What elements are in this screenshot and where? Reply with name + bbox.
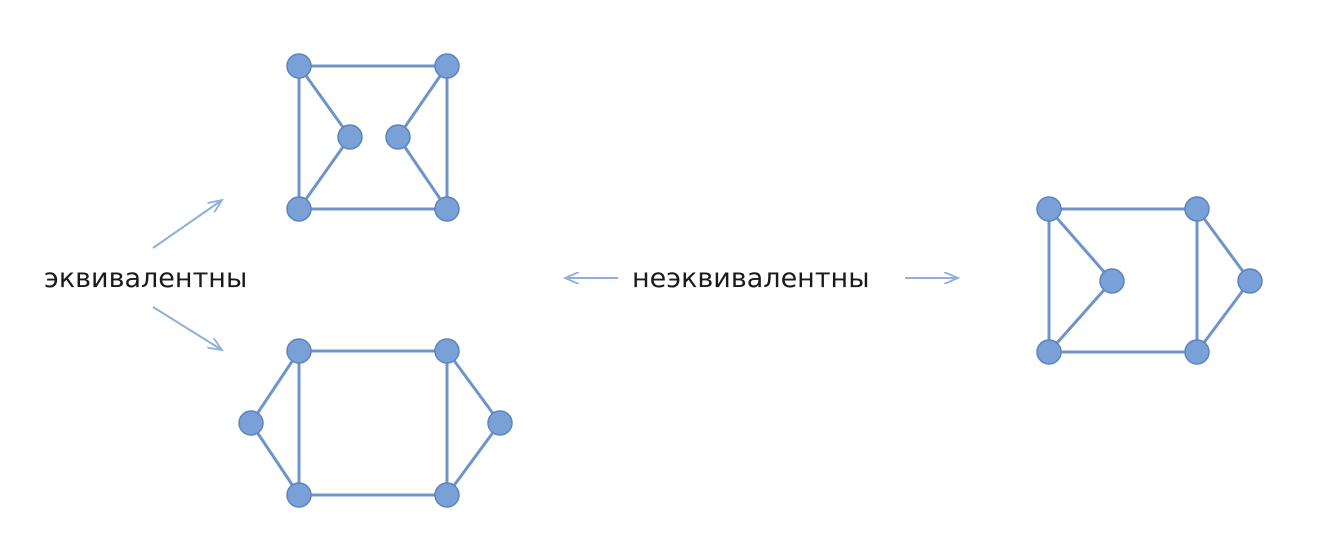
graph-bottom-edge-c-e bbox=[249, 422, 301, 496]
graph-bottom-edge-b-f bbox=[445, 350, 502, 424]
graph-bottom-node-e bbox=[238, 410, 264, 436]
graph-right-node-f bbox=[1237, 268, 1263, 294]
graph-top bbox=[286, 53, 460, 222]
graph-bottom-node-c bbox=[286, 482, 312, 508]
graph-top-node-f bbox=[385, 124, 411, 150]
graph-top-edge-a-e bbox=[297, 65, 352, 138]
graph-right-edge-d-f bbox=[1195, 280, 1252, 353]
graph-top-node-d bbox=[434, 196, 460, 222]
graph-right-node-c bbox=[1036, 339, 1062, 365]
graph-top-edge-b-f bbox=[396, 65, 449, 138]
arrow-up-right bbox=[152, 200, 222, 249]
graph-bottom-node-a bbox=[286, 338, 312, 364]
graph-top-node-e bbox=[337, 124, 363, 150]
graph-bottom-edge-a-e bbox=[249, 350, 301, 424]
graph-bottom-edge-d-f bbox=[445, 422, 502, 496]
graph-right-edge-a-e bbox=[1047, 208, 1114, 282]
graph-bottom-node-f bbox=[487, 410, 513, 436]
label-equivalent: эквивалентны bbox=[44, 263, 248, 294]
graph-right-edge-c-e bbox=[1047, 280, 1114, 353]
label-non-equivalent: неэквивалентны bbox=[632, 263, 870, 294]
graph-bottom-node-b bbox=[434, 338, 460, 364]
graph-top-node-a bbox=[286, 53, 312, 79]
graph-right bbox=[1036, 196, 1263, 365]
arrow-down-right bbox=[152, 306, 222, 350]
graph-bottom bbox=[238, 338, 513, 508]
graph-right-node-d bbox=[1184, 339, 1210, 365]
graph-top-node-c bbox=[286, 196, 312, 222]
arrows bbox=[152, 200, 958, 350]
graph-top-edge-c-e bbox=[297, 136, 352, 210]
graph-right-node-b bbox=[1184, 196, 1210, 222]
graph-right-node-e bbox=[1099, 268, 1125, 294]
graph-right-node-a bbox=[1036, 196, 1062, 222]
graph-top-node-b bbox=[434, 53, 460, 79]
graph-bottom-node-d bbox=[434, 482, 460, 508]
graph-right-edge-b-f bbox=[1195, 208, 1252, 282]
graph-top-edge-d-f bbox=[396, 136, 449, 210]
